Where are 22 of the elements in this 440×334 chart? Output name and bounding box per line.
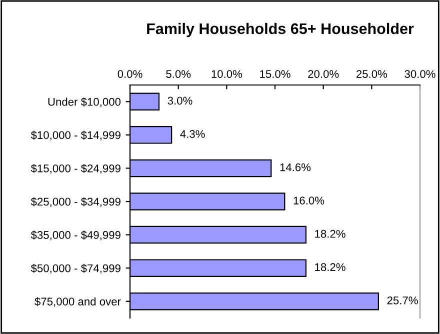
data-label: 25.7% [387,296,418,304]
data-label: 18.2% [315,230,346,238]
x-tick-label: 30.0% [404,70,436,78]
chart-title: Family Households 65+ Householder [147,22,414,38]
y-tick-label: Under $10,000 [48,97,121,108]
x-tick-label: 5.0% [166,70,191,78]
data-label: 14.6% [280,163,311,172]
x-tick-label: 0.0% [118,70,142,78]
x-tick-label: 20.0% [308,70,339,78]
x-tick-label: 25.0% [356,70,388,78]
y-tick-label: $10,000 - $14,999 [30,130,120,140]
y-tick-label: $75,000 and over [34,297,121,307]
y-tick-label: $15,000 - $24,999 [30,164,120,174]
data-label: 3.0% [168,96,192,105]
data-label: 16.0% [294,196,324,204]
y-tick-label: $35,000 - $49,999 [30,230,120,240]
x-tick-label: 10.0% [212,70,242,78]
data-label: 4.3% [180,130,205,138]
data-label: 18.2% [315,263,346,272]
y-tick-label: $50,000 - $74,999 [30,264,120,274]
x-tick-label: 15.0% [260,70,290,78]
y-tick-label: $25,000 - $34,999 [30,197,120,207]
